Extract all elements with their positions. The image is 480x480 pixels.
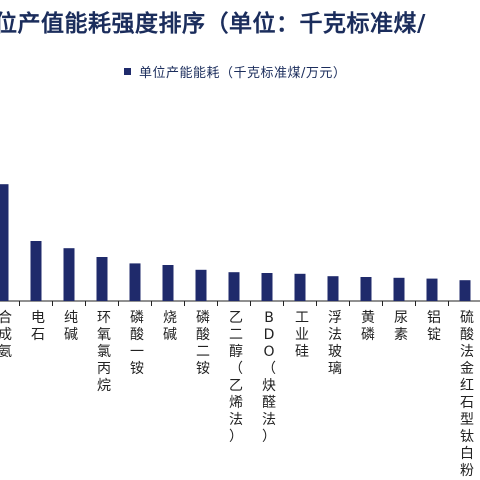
x-tick-label-7: 乙二醇（乙烯法） bbox=[229, 310, 243, 445]
x-tick-label-11: 黄磷 bbox=[361, 309, 375, 343]
bar-4 bbox=[129, 263, 141, 301]
bar-1 bbox=[30, 241, 42, 301]
bar-14 bbox=[459, 280, 471, 301]
x-tick-label-4: 磷酸一铵 bbox=[130, 310, 144, 377]
x-tick-label-10: 浮法玻璃 bbox=[328, 310, 342, 377]
bar-2 bbox=[63, 248, 75, 301]
bar-6 bbox=[195, 269, 207, 301]
x-tick-label-12: 尿素 bbox=[394, 310, 408, 343]
x-tick-label-0: 合成氨 bbox=[0, 310, 12, 360]
x-tick-label-9: 工业硅 bbox=[295, 310, 309, 360]
bar-7 bbox=[228, 272, 240, 301]
x-tick-label-5: 烧碱 bbox=[163, 310, 177, 343]
bar-13 bbox=[426, 278, 438, 301]
x-tick-label-2: 纯碱 bbox=[64, 310, 78, 343]
bar-8 bbox=[261, 273, 273, 301]
bar-12 bbox=[393, 277, 405, 301]
legend-label: 单位产能能耗（千克标准煤/万元） bbox=[139, 66, 347, 81]
x-tick-label-3: 环氧氯丙烷 bbox=[97, 310, 111, 394]
x-tick-label-8: B D O （炔醛法） bbox=[262, 310, 276, 445]
x-tick-label-1: 电石 bbox=[31, 310, 45, 343]
bar-0 bbox=[0, 184, 9, 301]
legend: 单位产能能耗（千克标准煤/万元） bbox=[124, 62, 346, 81]
bar-11 bbox=[360, 277, 372, 301]
bar-3 bbox=[96, 257, 108, 301]
bar-5 bbox=[162, 265, 174, 301]
x-tick-label-6: 磷酸二铵 bbox=[196, 310, 210, 377]
legend-swatch bbox=[124, 68, 131, 75]
bar-9 bbox=[294, 273, 306, 301]
bar-10 bbox=[327, 276, 339, 301]
x-tick-label-14: 硫酸法金红石型钛白粉 bbox=[460, 310, 474, 479]
x-tick-label-13: 铝锭 bbox=[427, 310, 441, 343]
chart-title: 位产值能耗强度排序（单位：千克标准煤/ bbox=[0, 11, 426, 37]
